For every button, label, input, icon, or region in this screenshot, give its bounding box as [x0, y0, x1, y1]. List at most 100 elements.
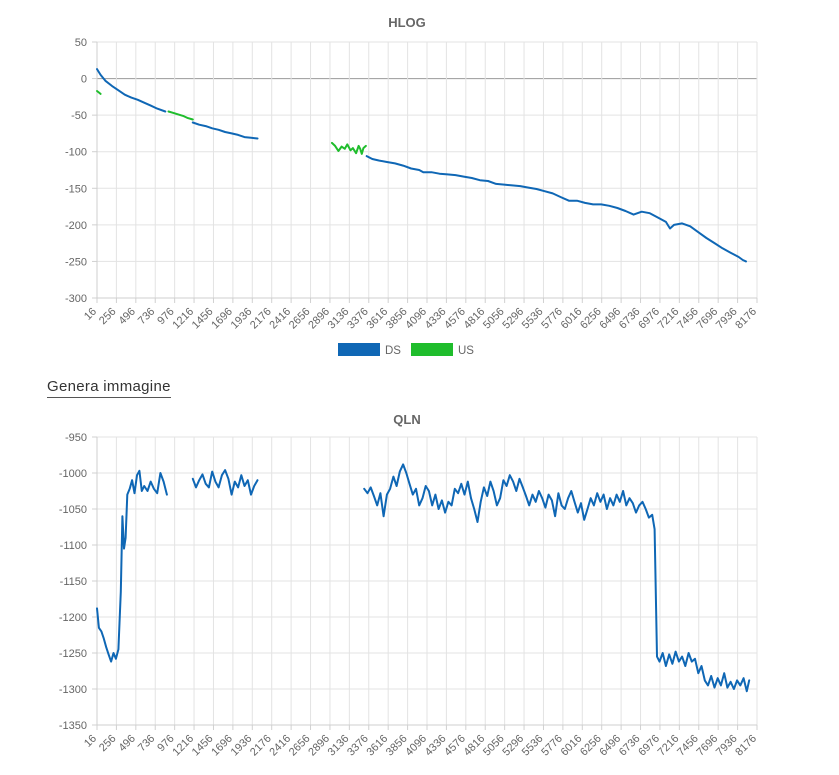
qln-x-tick-label: 496: [116, 733, 137, 754]
qln-x-tick-label: 256: [97, 733, 118, 754]
legend-item-us[interactable]: US: [411, 343, 474, 357]
hlog-series-us-line: [96, 90, 102, 95]
hlog-title: HLOG: [388, 15, 426, 30]
hlog-x-tick-label: 5056: [481, 306, 507, 332]
hlog-grid: [96, 41, 758, 299]
qln-x-tick-label: 2416: [267, 733, 293, 759]
legend-label-ds: DS: [385, 345, 401, 357]
hlog-series-ds-line: [365, 155, 747, 263]
hlog-x-tick-label: 1696: [209, 306, 235, 332]
hlog-y-tick-label: -100: [65, 147, 87, 159]
qln-series-series-line: [191, 469, 259, 496]
hlog-x-tick-label: 4816: [462, 306, 488, 332]
hlog-x-tick-label: 7936: [714, 306, 740, 332]
legend-label-us: US: [458, 345, 474, 357]
hlog-series: [96, 68, 747, 263]
hlog-x-tick-label: 4576: [442, 306, 468, 332]
qln-x-axis: 1625649673697612161456169619362176241626…: [82, 724, 759, 759]
hlog-legend[interactable]: DS US: [338, 343, 474, 357]
qln-x-tick-label: 7456: [675, 733, 701, 759]
qln-y-axis: -950 -1000 -1050 -1100 -1150 -1200 -1250 -1300 -…: [59, 432, 98, 732]
qln-y-tick-label: -1050: [59, 504, 87, 516]
hlog-x-tick-label: 5776: [539, 306, 565, 332]
qln-x-tick-label: 736: [136, 733, 157, 754]
qln-x-tick-label: 5056: [481, 733, 507, 759]
hlog-x-tick-label: 2896: [306, 306, 332, 332]
hlog-y-tick-label: -150: [65, 183, 87, 195]
hlog-x-tick-label: 1216: [170, 306, 196, 332]
hlog-x-tick-label: 3376: [345, 306, 371, 332]
qln-x-tick-label: 6256: [578, 733, 604, 759]
hlog-x-tick-label: 3856: [384, 306, 410, 332]
hlog-series-us-line: [330, 141, 367, 155]
hlog-y-tick-label: 0: [81, 74, 87, 86]
hlog-y-tick-label: -50: [71, 110, 87, 122]
qln-y-tick-label: -1000: [59, 468, 87, 480]
qln-y-tick-label: -1150: [60, 576, 87, 588]
hlog-x-tick-label: 7696: [694, 306, 720, 332]
hlog-x-tick-label: 2176: [248, 306, 274, 332]
qln-x-tick-label: 6496: [597, 733, 623, 759]
qln-x-tick-label: 4576: [442, 733, 468, 759]
hlog-x-tick-label: 7216: [656, 306, 682, 332]
legend-swatch-us: [411, 343, 453, 356]
hlog-y-tick-label: -250: [65, 256, 87, 268]
qln-x-tick-label: 6016: [559, 733, 585, 759]
hlog-x-tick-label: 256: [97, 306, 118, 327]
qln-x-tick-label: 3376: [345, 733, 371, 759]
hlog-series-ds-line: [191, 121, 259, 140]
qln-x-tick-label: 1216: [170, 733, 196, 759]
qln-x-tick-label: 1456: [190, 733, 216, 759]
hlog-x-tick-label: 5536: [520, 306, 546, 332]
qln-x-tick-label: 1696: [209, 733, 235, 759]
qln-series-series-line: [96, 469, 168, 663]
legend-item-ds[interactable]: DS: [338, 343, 401, 357]
hlog-x-tick-label: 496: [116, 306, 137, 327]
hlog-series-us-line: [167, 110, 194, 121]
hlog-y-tick-label: 50: [75, 37, 87, 49]
qln-y-tick-label: -1300: [59, 684, 87, 696]
qln-x-tick-label: 7696: [694, 733, 720, 759]
qln-title: QLN: [393, 412, 420, 427]
hlog-x-tick-label: 6736: [617, 306, 643, 332]
qln-grid: [96, 436, 758, 726]
hlog-x-tick-label: 4096: [403, 306, 429, 332]
hlog-x-tick-label: 3136: [326, 306, 352, 332]
qln-x-tick-label: 4816: [462, 733, 488, 759]
hlog-x-tick-label: 4336: [423, 306, 449, 332]
hlog-y-tick-label: -200: [65, 220, 87, 232]
qln-y-tick-label: -1200: [59, 612, 87, 624]
generate-image-link[interactable]: Genera immagine: [47, 378, 171, 398]
hlog-x-tick-label: 1456: [190, 306, 216, 332]
hlog-x-tick-label: 5296: [500, 306, 526, 332]
qln-x-tick-label: 5776: [539, 733, 565, 759]
qln-x-tick-label: 8176: [733, 733, 759, 759]
qln-x-tick-label: 2176: [248, 733, 274, 759]
hlog-x-tick-label: 3616: [364, 306, 390, 332]
hlog-x-tick-label: 2656: [287, 306, 313, 332]
legend-swatch-ds: [338, 343, 380, 356]
qln-x-tick-label: 4336: [423, 733, 449, 759]
hlog-x-tick-label: 6016: [559, 306, 585, 332]
hlog-x-tick-label: 8176: [733, 306, 759, 332]
hlog-x-tick-label: 16: [82, 306, 99, 323]
qln-x-tick-label: 16: [82, 733, 99, 750]
qln-x-tick-label: 6736: [617, 733, 643, 759]
qln-x-tick-label: 2656: [287, 733, 313, 759]
qln-y-tick-label: -1250: [59, 648, 87, 660]
qln-x-tick-label: 5536: [520, 733, 546, 759]
qln-x-tick-label: 7936: [714, 733, 740, 759]
hlog-series-ds-line: [96, 68, 167, 113]
qln-x-tick-label: 1936: [229, 733, 255, 759]
qln-x-tick-label: 3616: [364, 733, 390, 759]
qln-series-series-line: [363, 463, 751, 693]
qln-x-tick-label: 7216: [656, 733, 682, 759]
hlog-chart: HLOG 50 0 -50 -100 -150 -200 -250 -300 16256496…: [65, 15, 759, 357]
hlog-y-axis: 50 0 -50 -100 -150 -200 -250 -300: [65, 37, 98, 305]
hlog-y-tick-label: -300: [65, 293, 87, 305]
qln-x-tick-label: 3856: [384, 733, 410, 759]
qln-x-tick-label: 3136: [326, 733, 352, 759]
hlog-x-tick-label: 1936: [229, 306, 255, 332]
qln-x-tick-label: 4096: [403, 733, 429, 759]
qln-x-tick-label: 2896: [306, 733, 332, 759]
